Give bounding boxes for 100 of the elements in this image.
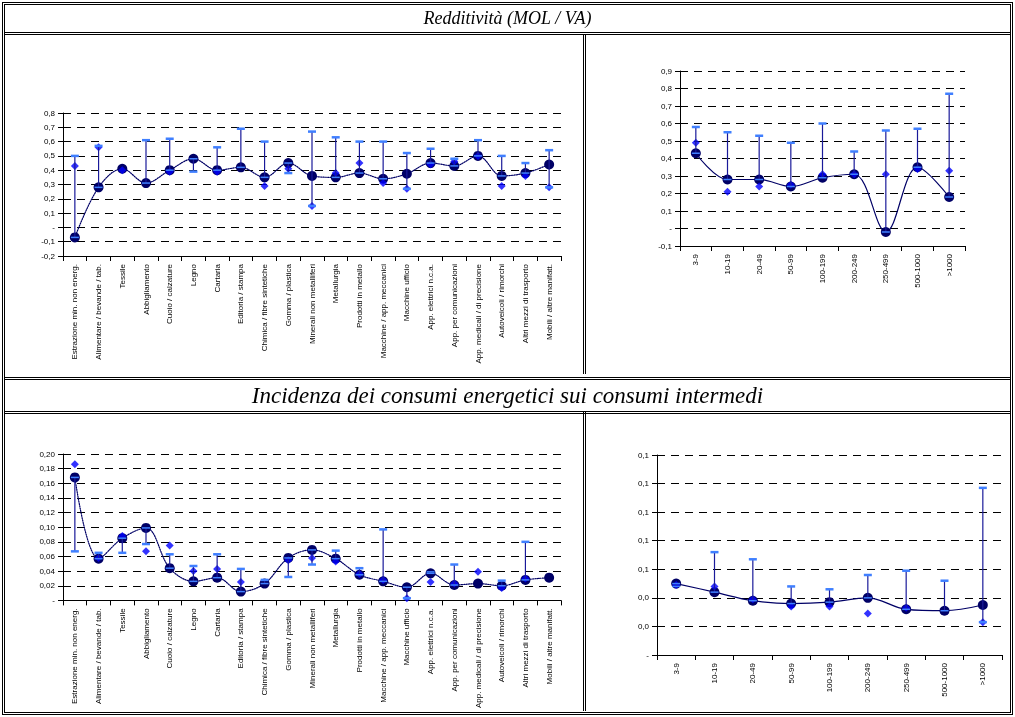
- x-tick-label: Tessile: [117, 607, 127, 633]
- y-tick-label: 0,18: [39, 464, 56, 474]
- x-tick-label: Alimentare / bevande / tab.: [94, 264, 104, 360]
- y-tick-label: 0,20: [39, 449, 56, 459]
- x-tick-label: Prodotti in metallo: [354, 607, 364, 673]
- y-tick-label: 0,14: [39, 493, 56, 503]
- x-tick-label: Estrazione min. non energ.: [70, 264, 80, 360]
- x-tick-label: Metallurgia: [331, 607, 341, 648]
- y-tick-label: 0,1: [637, 564, 650, 574]
- y-tick-label: 0,0: [637, 593, 650, 603]
- x-tick-label: Gomma / plastica: [283, 263, 293, 327]
- x-tick-label: Prodotti in metallo: [354, 263, 364, 329]
- x-tick-label: Cuoio / calzature: [165, 607, 175, 669]
- y-tick-label: 0,2: [660, 189, 673, 198]
- y-tick-label: 0,04: [39, 566, 56, 576]
- y-tick-label: 0,10: [39, 522, 56, 532]
- x-tick-label: 3-9: [671, 662, 681, 675]
- x-tick-label: Legno: [188, 607, 198, 631]
- x-tick-label: Mobili / altre manifatt.: [544, 608, 554, 685]
- y-tick-label: 0,3: [660, 171, 673, 181]
- y-tick-label: -: [669, 224, 673, 233]
- x-tick-label: Macchine ufficio: [402, 263, 412, 322]
- y-tick-label: 0,9: [660, 66, 673, 76]
- x-tick-label: 500-1000: [940, 662, 949, 697]
- y-tick-label: 0,1: [637, 450, 650, 460]
- x-tick-label: 10-19: [710, 662, 719, 684]
- y-tick-label: -0,1: [41, 237, 56, 247]
- y-tick-label: 0,1: [637, 479, 650, 489]
- x-tick-label: Abbigliamento: [141, 607, 151, 660]
- x-tick-label: Macchine ufficio: [402, 607, 412, 666]
- y-tick-label: 0,1: [43, 208, 56, 218]
- y-tick-label: 0,8: [43, 108, 56, 118]
- x-tick-label: Metallurgia: [331, 263, 341, 304]
- x-tick-label: App. elettrici n.c.a.: [426, 608, 436, 675]
- x-tick-label: 20-49: [754, 253, 764, 275]
- x-tick-label: Autoveicoli / rimorchi: [497, 608, 507, 683]
- y-tick-label: 0,8: [660, 84, 673, 93]
- x-tick-label: Macchine / app. meccanici: [378, 263, 388, 359]
- x-tick-label: Abbigliamento: [141, 263, 151, 315]
- y-tick-label: 0,5: [660, 136, 673, 146]
- x-tick-label: App. medicali / di precisione: [473, 263, 483, 364]
- y-tick-label: -0,1: [658, 241, 673, 251]
- x-tick-label: App. per comunicazioni: [449, 263, 459, 348]
- y-tick-label: 0,5: [43, 151, 56, 161]
- x-tick-label: Mobili / altre manifatt.: [544, 264, 554, 341]
- x-tick-label: 200-249: [849, 253, 859, 284]
- x-tick-label: Legno: [188, 263, 198, 287]
- x-tick-label: 50-99: [786, 662, 796, 684]
- x-tick-label: App. elettrici n.c.a.: [426, 264, 436, 330]
- x-tick-label: Gomma / plastica: [283, 607, 293, 671]
- x-tick-label: >1000: [944, 253, 954, 277]
- x-tick-label: Chimica / fibre sintetiche: [260, 607, 270, 696]
- x-tick-label: Altri mezzi di trasporto: [520, 263, 530, 344]
- x-tick-label: >1000: [978, 662, 988, 686]
- y-tick-label: 0,16: [39, 478, 56, 488]
- y-tick-label: 0,6: [43, 137, 56, 147]
- x-tick-label: Altri mezzi di trasporto: [520, 607, 530, 688]
- y-tick-label: 0,08: [39, 537, 56, 547]
- x-tick-label: 3-9: [691, 253, 701, 266]
- y-tick-label: 0,1: [660, 206, 673, 216]
- x-tick-label: Cartaria: [212, 263, 222, 293]
- x-tick-label: Editoria / stampa: [236, 607, 246, 669]
- x-tick-label: 50-99: [786, 253, 796, 275]
- x-tick-label: Cartaria: [212, 607, 222, 637]
- x-tick-label: 100-199: [818, 253, 827, 284]
- y-tick-label: 0,3: [43, 180, 56, 189]
- y-tick-label: 0,1: [637, 507, 650, 517]
- x-tick-label: 20-49: [748, 662, 758, 684]
- y-tick-label: 0,6: [660, 119, 673, 128]
- y-tick-label: -: [52, 222, 56, 232]
- x-tick-label: 250-499: [881, 253, 891, 284]
- y-tick-label: 0,12: [39, 508, 56, 518]
- y-tick-label: 0,2: [43, 194, 56, 204]
- chart-title: Incidenza dei consumi energetici sui consumi intermedi: [5, 377, 1010, 414]
- x-tick-label: App. per comunicazioni: [449, 608, 459, 692]
- chart-title: Redditività (MOL / VA): [5, 5, 1010, 35]
- x-tick-label: 100-199: [825, 662, 834, 693]
- y-tick-label: 0,0: [637, 621, 650, 631]
- x-tick-label: Alimentare / bevande / tab.: [94, 608, 104, 705]
- y-tick-label: 0,7: [43, 122, 56, 132]
- y-tick-label: 0,4: [660, 154, 673, 163]
- x-tick-label: Cuoio / calzature: [165, 263, 175, 325]
- y-tick-label: 0,02: [39, 581, 56, 591]
- x-tick-label: Editoria / stampa: [236, 263, 246, 325]
- x-tick-label: Tessile: [117, 263, 127, 289]
- x-tick-label: 10-19: [723, 253, 732, 275]
- x-tick-label: Minerali non metalliferi: [307, 608, 317, 689]
- x-tick-label: Chimica / fibre sintetiche: [260, 263, 270, 352]
- x-tick-label: Macchine / app. meccanici: [378, 608, 388, 703]
- x-tick-label: 500-1000: [913, 253, 922, 288]
- x-tick-label: 200-249: [863, 662, 873, 693]
- y-tick-label: -0,2: [41, 251, 56, 261]
- y-tick-label: 0,1: [637, 536, 650, 546]
- y-tick-label: 0,4: [43, 165, 56, 175]
- x-tick-label: Autoveicoli / rimorchi: [497, 263, 507, 338]
- x-tick-label: Estrazione min. non energ.: [70, 608, 80, 704]
- y-tick-label: -: [52, 595, 56, 605]
- x-tick-label: App. medicali / di precisione: [473, 607, 483, 708]
- y-tick-label: 0,7: [660, 101, 673, 111]
- y-tick-label: -: [646, 650, 650, 660]
